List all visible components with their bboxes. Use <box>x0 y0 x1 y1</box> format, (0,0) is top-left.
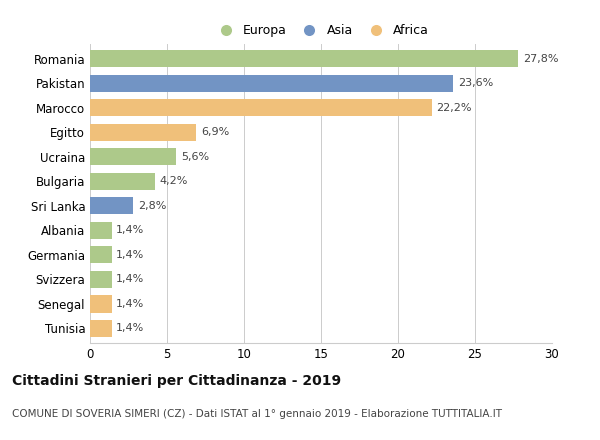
Text: 27,8%: 27,8% <box>523 54 558 64</box>
Bar <box>90 197 133 214</box>
Bar <box>90 124 196 141</box>
Text: COMUNE DI SOVERIA SIMERI (CZ) - Dati ISTAT al 1° gennaio 2019 - Elaborazione TUT: COMUNE DI SOVERIA SIMERI (CZ) - Dati IST… <box>12 409 502 419</box>
Bar <box>90 173 155 190</box>
Text: 2,8%: 2,8% <box>138 201 166 211</box>
Bar <box>90 148 176 165</box>
Text: 1,4%: 1,4% <box>116 275 145 284</box>
Text: 1,4%: 1,4% <box>116 250 145 260</box>
Text: 22,2%: 22,2% <box>437 103 472 113</box>
Text: 6,9%: 6,9% <box>201 127 229 137</box>
Bar <box>90 246 112 264</box>
Bar <box>90 222 112 239</box>
Legend: Europa, Asia, Africa: Europa, Asia, Africa <box>209 20 433 41</box>
Text: 1,4%: 1,4% <box>116 323 145 334</box>
Text: 1,4%: 1,4% <box>116 225 145 235</box>
Bar <box>90 75 454 92</box>
Text: 23,6%: 23,6% <box>458 78 493 88</box>
Bar <box>90 295 112 312</box>
Text: 4,2%: 4,2% <box>160 176 188 186</box>
Text: 5,6%: 5,6% <box>181 152 209 162</box>
Text: 1,4%: 1,4% <box>116 299 145 309</box>
Bar <box>90 320 112 337</box>
Bar <box>90 99 432 116</box>
Bar <box>90 271 112 288</box>
Bar <box>90 50 518 67</box>
Text: Cittadini Stranieri per Cittadinanza - 2019: Cittadini Stranieri per Cittadinanza - 2… <box>12 374 341 388</box>
